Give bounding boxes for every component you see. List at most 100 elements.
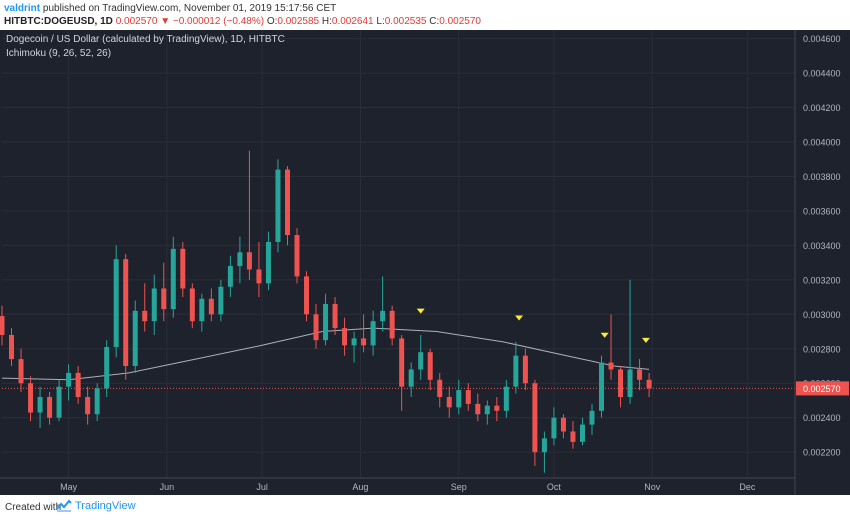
candle-body xyxy=(275,169,281,242)
candle-body xyxy=(418,352,424,370)
candle-body xyxy=(465,390,471,404)
ohlc-line: HITBTC:DOGEUSD, 1D 0.002570 ▼ −0.000012 … xyxy=(4,16,481,27)
candle-body xyxy=(551,417,557,439)
candle-body xyxy=(9,334,15,360)
high-label: H: xyxy=(321,16,332,27)
candle-body xyxy=(189,288,195,322)
y-tick-label: 0.004200 xyxy=(803,103,841,113)
candle-body xyxy=(28,383,34,413)
candle-body xyxy=(579,424,585,442)
x-tick-label: May xyxy=(60,482,78,492)
candle-body xyxy=(142,310,148,322)
y-tick-label: 0.004000 xyxy=(803,138,841,148)
candle-body xyxy=(399,338,405,387)
candle-body xyxy=(532,383,538,453)
candle-body xyxy=(151,288,157,322)
y-tick-label: 0.003200 xyxy=(803,275,841,285)
candle-body xyxy=(304,276,310,315)
candle-body xyxy=(132,310,138,366)
candle-body xyxy=(351,338,357,346)
x-tick-label: Oct xyxy=(547,482,562,492)
candle-body xyxy=(408,369,414,387)
tradingview-brand[interactable]: TradingView xyxy=(56,499,136,513)
published-line: valdrint published on TradingView.com, N… xyxy=(4,3,336,14)
candle-body xyxy=(560,417,566,432)
x-tick-label: Sep xyxy=(451,482,467,492)
tradingview-logo-icon xyxy=(56,499,72,512)
low-label: L: xyxy=(376,16,385,27)
candle-body xyxy=(199,298,205,322)
candle-body xyxy=(218,286,224,315)
open-value: 0.002585 xyxy=(277,16,320,27)
candle-body xyxy=(456,390,462,408)
candle-body xyxy=(589,410,595,425)
candle-body xyxy=(94,388,100,415)
author-link[interactable]: valdrint xyxy=(4,3,41,14)
candle-body xyxy=(284,169,290,236)
candle-body xyxy=(323,303,329,341)
candle-body xyxy=(646,379,652,389)
marker-triangle xyxy=(641,337,650,343)
candle-body xyxy=(237,252,243,267)
tradingview-brand-label: TradingView xyxy=(75,500,136,512)
header-bar: valdrint published on TradingView.com, N… xyxy=(0,0,850,30)
price-axis-bg xyxy=(795,30,850,495)
y-tick-label: 0.002400 xyxy=(803,413,841,423)
candle-body xyxy=(599,362,605,411)
candle-body xyxy=(170,248,176,310)
candle-body xyxy=(503,386,509,411)
y-tick-label: 0.003000 xyxy=(803,310,841,320)
symbol-label: HITBTC:DOGEUSD, 1D xyxy=(4,16,113,27)
x-tick-label: Nov xyxy=(644,482,661,492)
candle-body xyxy=(608,362,614,370)
published-text: published on TradingView.com, November 0… xyxy=(42,3,337,14)
price-change: −0.000012 (−0.48%) xyxy=(172,16,265,27)
legend-title: Dogecoin / US Dollar (calculated by Trad… xyxy=(6,34,285,45)
down-arrow-icon: ▼ xyxy=(160,16,171,27)
marker-triangle xyxy=(600,332,609,338)
candle-body xyxy=(484,405,490,415)
y-tick-label: 0.003800 xyxy=(803,172,841,182)
chart-panel[interactable]: 0.004600 0.004400 0.004200 0.004000 0.003800… xyxy=(0,30,850,495)
candle-body xyxy=(180,248,186,289)
candle-body xyxy=(494,405,500,411)
candle-body xyxy=(332,303,338,329)
candle-body xyxy=(513,355,519,387)
y-tick-label: 0.003400 xyxy=(803,241,841,251)
price-chart[interactable]: 0.004600 0.004400 0.004200 0.004000 0.003800… xyxy=(0,30,850,495)
candle-body xyxy=(541,438,547,453)
candle-body xyxy=(446,397,452,408)
price-tag-label: 0.002570 xyxy=(803,384,841,394)
candle-body xyxy=(475,403,481,415)
candle-body xyxy=(113,259,119,348)
candle-body xyxy=(85,397,91,415)
open-label: O: xyxy=(266,16,278,27)
candle-body xyxy=(313,314,319,341)
x-tick-label: Jun xyxy=(160,482,175,492)
candle-body xyxy=(627,369,633,398)
candle-body xyxy=(161,288,167,310)
candle-body xyxy=(342,328,348,346)
close-label: C: xyxy=(429,16,440,27)
candle-body xyxy=(246,252,252,270)
candle-body xyxy=(361,338,367,346)
candle-body xyxy=(47,397,53,418)
legend-indicator[interactable]: Ichimoku (9, 26, 52, 26) xyxy=(6,48,112,59)
y-tick-label: 0.002800 xyxy=(803,344,841,354)
candle-body xyxy=(75,372,81,398)
marker-triangle xyxy=(416,308,425,314)
candle-body xyxy=(637,369,643,380)
footer-bar: Created with TradingView xyxy=(0,495,850,520)
candle-body xyxy=(389,310,395,339)
candle-body xyxy=(265,241,271,284)
close-value: 0.002570 xyxy=(439,16,481,27)
candle-body xyxy=(618,369,624,398)
candle-body xyxy=(380,310,386,322)
candle-body xyxy=(522,355,528,384)
candle-body xyxy=(294,235,300,277)
created-with-label: Created with xyxy=(5,502,62,513)
high-value: 0.002641 xyxy=(331,16,374,27)
candle-body xyxy=(56,386,62,418)
price-tag-bg xyxy=(796,381,849,396)
candle-body xyxy=(437,379,443,398)
